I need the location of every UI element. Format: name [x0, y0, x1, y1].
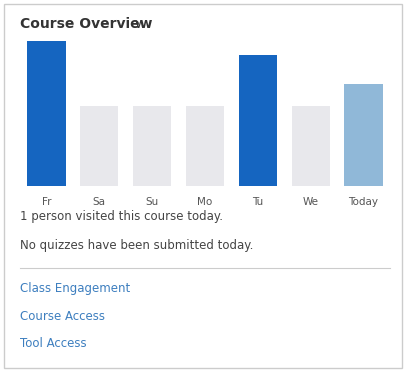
FancyBboxPatch shape	[133, 106, 171, 186]
Text: 1 person visited this course today.: 1 person visited this course today.	[20, 210, 222, 222]
FancyBboxPatch shape	[185, 106, 224, 186]
Text: Mo: Mo	[197, 197, 212, 207]
Text: Sa: Sa	[93, 197, 106, 207]
Text: Today: Today	[347, 197, 377, 207]
Text: Tu: Tu	[252, 197, 263, 207]
Text: ∨: ∨	[133, 18, 142, 31]
FancyBboxPatch shape	[238, 55, 276, 186]
FancyBboxPatch shape	[28, 41, 65, 186]
FancyBboxPatch shape	[80, 106, 118, 186]
Text: We: We	[302, 197, 318, 207]
Text: Course Overview: Course Overview	[20, 17, 152, 31]
Text: Course Access: Course Access	[20, 310, 105, 323]
FancyBboxPatch shape	[343, 84, 382, 186]
Text: Fr: Fr	[42, 197, 51, 207]
Text: No quizzes have been submitted today.: No quizzes have been submitted today.	[20, 239, 253, 252]
Text: Tool Access: Tool Access	[20, 337, 87, 350]
Text: Class Engagement: Class Engagement	[20, 282, 130, 295]
Text: Su: Su	[145, 197, 158, 207]
FancyBboxPatch shape	[291, 106, 329, 186]
